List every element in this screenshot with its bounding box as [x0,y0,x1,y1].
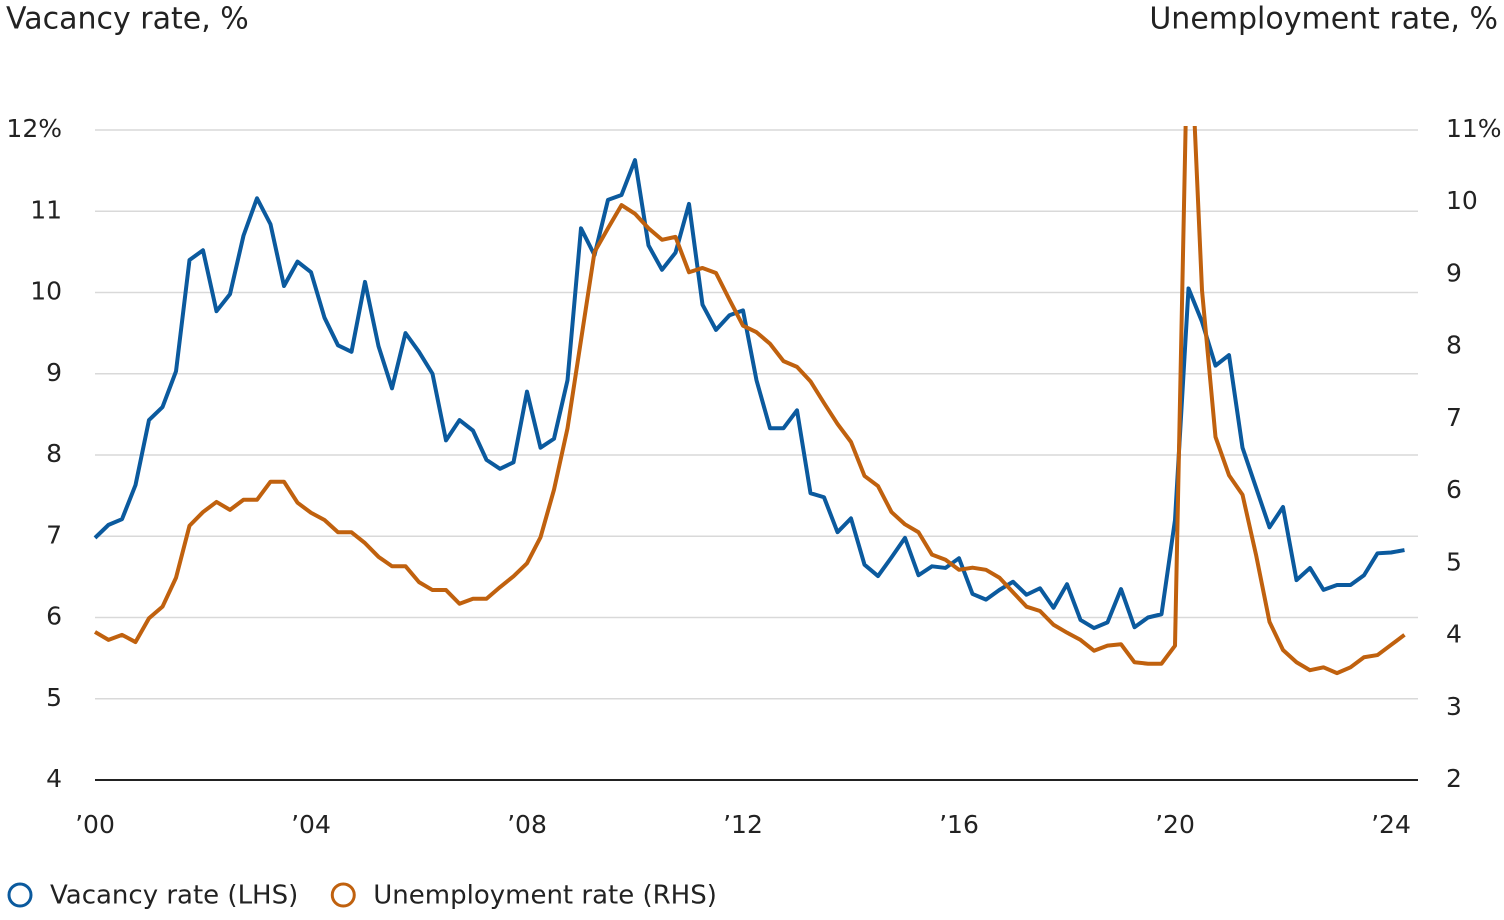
x-tick-label: ’24 [1371,810,1411,839]
x-tick-label: ’04 [291,810,331,839]
legend-marker [7,882,33,908]
y2-tick-label: 2 [1446,764,1462,793]
y2-tick-label: 9 [1446,258,1462,287]
y-axis-title: Vacancy rate, % [6,2,249,37]
y-tick-label: 5 [46,683,62,712]
legend-label: Unemployment rate (RHS) [373,881,717,911]
y2-axis-title: Unemployment rate, % [1149,2,1498,37]
legend-label: Vacancy rate (LHS) [50,881,298,911]
y-tick-label: 4 [46,764,62,793]
y-tick-label: 11 [30,195,62,224]
series-line [93,126,1406,676]
y2-tick-label: 8 [1446,331,1462,360]
y2-tick-label: 7 [1446,403,1462,432]
y-tick-label: 6 [46,602,62,631]
y-tick-label: 10 [30,277,62,306]
y-tick-label: 7 [46,520,62,549]
y2-tick-label: 10 [1446,186,1478,215]
y2-tick-label: 6 [1446,475,1462,504]
series-line [93,158,1405,631]
plot-area [93,126,1406,676]
y2-tick-label: 3 [1446,692,1462,721]
y2-tick-label: 11% [1446,114,1502,143]
x-tick-label: ’08 [507,810,547,839]
x-tick-label: ’12 [723,810,763,839]
x-tick-label: ’20 [1155,810,1195,839]
y-tick-label: 12% [6,114,62,143]
y2-tick-label: 4 [1446,620,1462,649]
x-tick-label: ’16 [939,810,979,839]
legend-marker [330,882,356,908]
y-tick-label: 9 [46,358,62,387]
y2-tick-label: 5 [1446,547,1462,576]
x-tick-label: ’00 [75,810,115,839]
y-tick-label: 8 [46,439,62,468]
